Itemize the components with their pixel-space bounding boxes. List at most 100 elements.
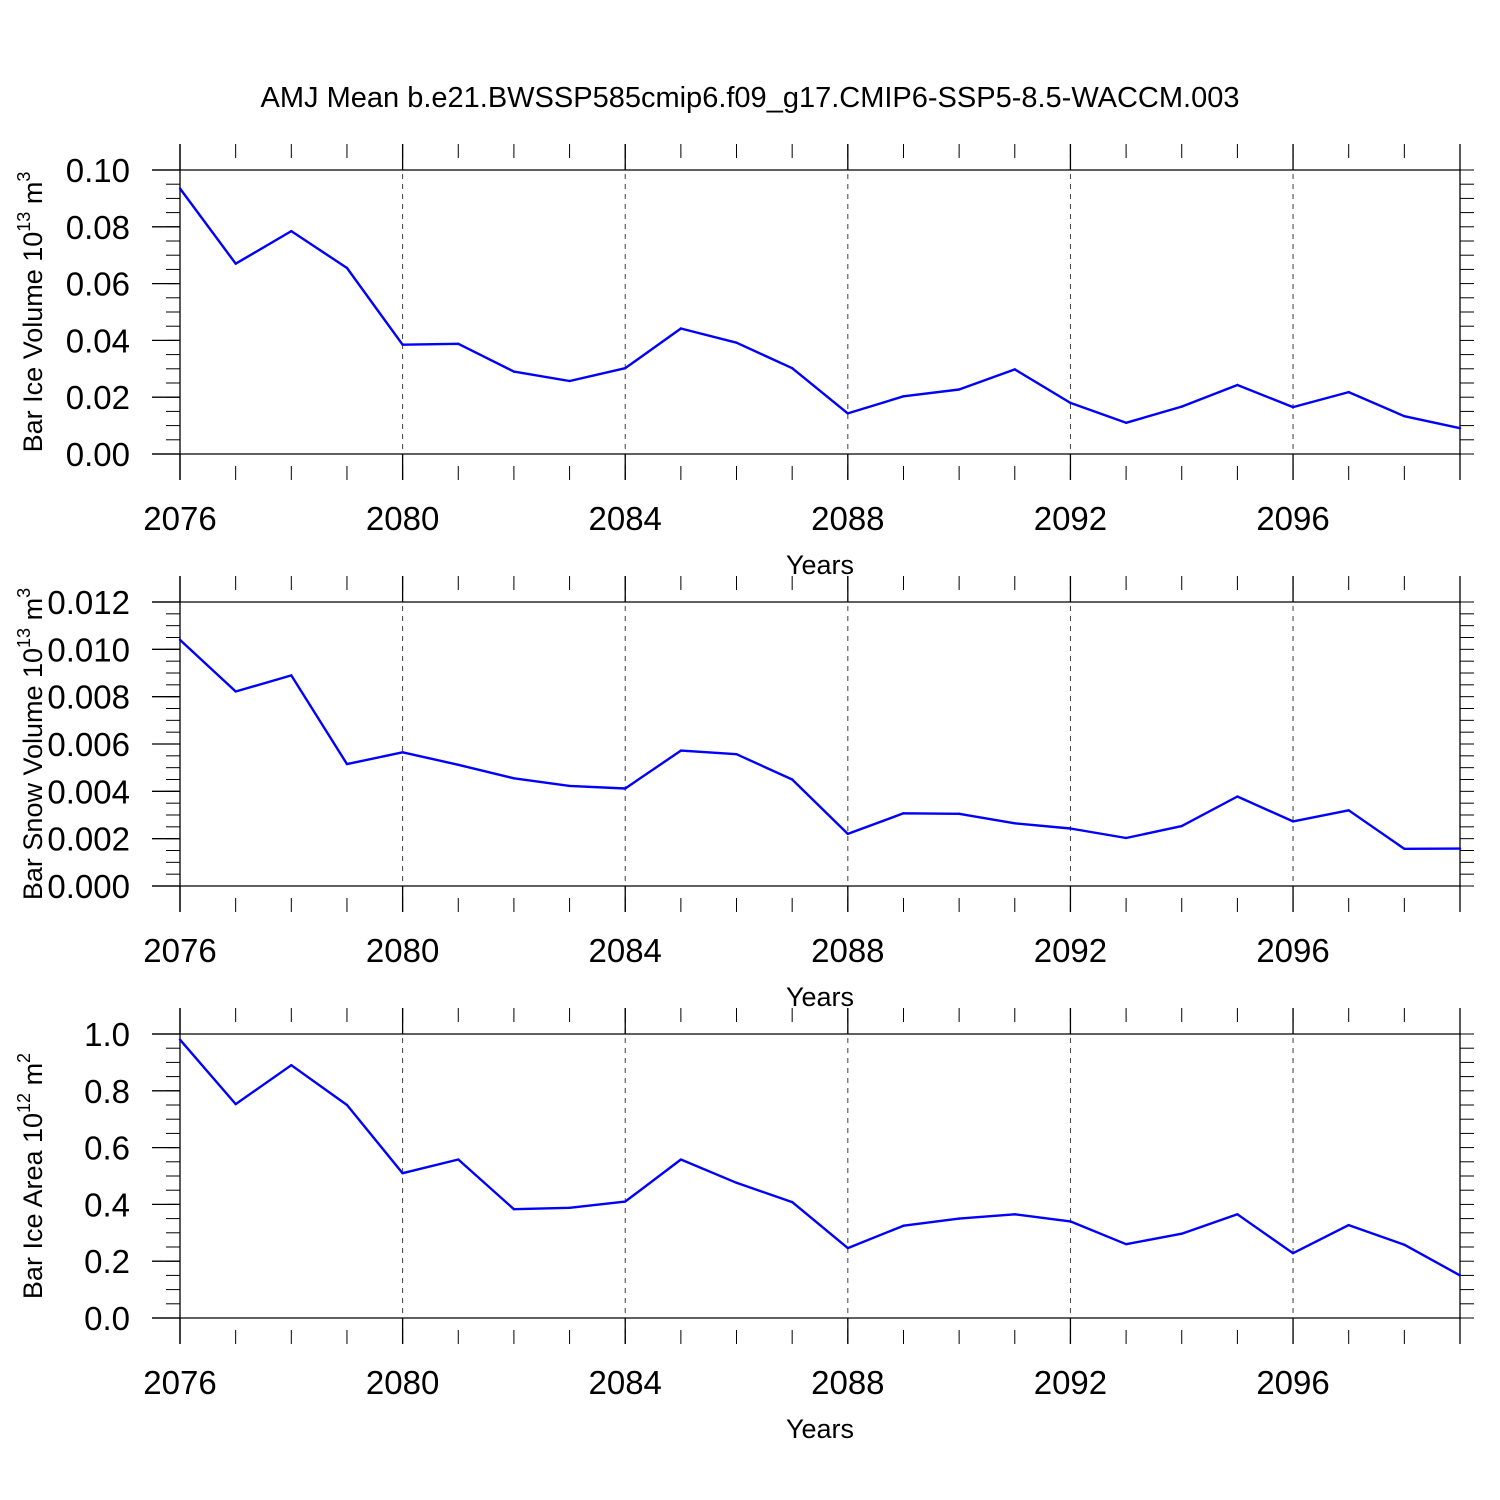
x-tick-label: 2080: [366, 932, 439, 969]
y-axis-title: Bar Snow Volume 1013 m3: [14, 588, 48, 900]
data-point: [345, 762, 349, 766]
data-point: [290, 229, 293, 233]
data-point: [234, 690, 237, 693]
data-point: [1069, 827, 1072, 830]
y-tick-label: 0.8: [84, 1073, 130, 1110]
data-point: [1347, 1223, 1350, 1227]
data-point: [345, 1103, 349, 1107]
x-tick-label: 2084: [589, 1364, 662, 1401]
data-point: [1180, 824, 1183, 828]
y-tick-label: 0.4: [84, 1186, 130, 1223]
data-point: [568, 784, 571, 788]
data-point: [1236, 383, 1239, 387]
x-tick-label: 2092: [1034, 500, 1107, 537]
data-point: [1180, 1232, 1183, 1235]
y-tick-label: 0.08: [66, 209, 130, 246]
y-tick-label: 0.000: [47, 868, 130, 905]
y-axis-title-part: Bar Snow Volume 10: [18, 648, 48, 900]
data-point: [1403, 847, 1406, 851]
x-axis-title: Years: [786, 550, 854, 580]
y-tick-label: 0.10: [66, 152, 130, 189]
data-point: [1458, 847, 1462, 850]
x-tick-label: 2092: [1034, 932, 1107, 969]
data-point: [1124, 421, 1128, 424]
x-tick-label: 2076: [143, 932, 216, 969]
y-axis-title-superscript: 3: [14, 172, 34, 182]
data-point: [512, 370, 516, 373]
chart-panel-1: 0.00 0.02 0.04 0.06 0.08 0.10 2076 2080 2084 2088…: [14, 144, 1474, 580]
data-point: [790, 778, 794, 781]
data-point: [568, 1206, 571, 1210]
data-point: [1291, 820, 1295, 823]
y-axis-title-superscript: 13: [14, 628, 34, 648]
series-line: [179, 639, 1461, 850]
series-line: [179, 1038, 1461, 1277]
data-point: [902, 1224, 905, 1227]
data-point: [457, 763, 460, 767]
data-point: [1403, 1243, 1406, 1246]
data-point: [679, 1158, 683, 1161]
data-point: [1403, 415, 1406, 418]
data-point: [234, 262, 237, 265]
data-point: [1013, 368, 1016, 371]
x-tick-label: 2080: [366, 1364, 439, 1401]
data-point: [735, 752, 738, 756]
data-point: [1458, 426, 1462, 430]
data-point: [679, 749, 683, 752]
data-point: [1291, 1252, 1295, 1255]
data-point: [846, 1246, 850, 1250]
data-point: [290, 674, 293, 677]
y-axis-title-superscript: 13: [14, 212, 34, 232]
data-point: [234, 1102, 237, 1106]
y-axis-title-superscript: 12: [14, 1093, 34, 1113]
data-point: [1069, 1220, 1072, 1223]
x-tick-label: 2088: [811, 932, 884, 969]
chart-panel-3: 0.0 0.2 0.4 0.6 0.8 1.0 2076 2080 2084 2088 2092 20…: [14, 1008, 1474, 1444]
data-point: [735, 341, 738, 344]
data-point: [1013, 1213, 1016, 1216]
data-point: [624, 787, 627, 790]
data-point: [735, 1181, 738, 1185]
data-point: [624, 1200, 627, 1203]
data-point: [401, 751, 404, 754]
y-tick-label: 0.02: [66, 379, 130, 416]
x-tick-label: 2084: [589, 500, 662, 537]
data-point: [1347, 809, 1350, 812]
data-point: [1124, 836, 1128, 840]
y-axis-title: Bar Ice Area 1012 m2: [14, 1053, 48, 1299]
y-tick-label: 0.04: [66, 322, 130, 359]
data-point: [1180, 405, 1183, 408]
y-tick-label: 0.00: [66, 436, 130, 473]
data-point: [178, 187, 182, 190]
data-point: [1236, 1213, 1239, 1216]
data-point: [1124, 1242, 1128, 1246]
data-point: [1013, 822, 1016, 825]
data-point: [957, 388, 961, 391]
x-tick-label: 2096: [1256, 1364, 1329, 1401]
data-point: [790, 367, 794, 370]
series-line: [179, 187, 1461, 430]
data-point: [902, 395, 905, 398]
data-point: [512, 777, 516, 780]
y-tick-label: 0.2: [84, 1243, 130, 1280]
x-axis-title: Years: [786, 982, 854, 1012]
y-tick-label: 0.0: [84, 1300, 130, 1337]
x-tick-label: 2092: [1034, 1364, 1107, 1401]
data-point: [512, 1208, 516, 1211]
data-point: [846, 832, 850, 836]
data-point: [790, 1200, 794, 1204]
data-point: [957, 812, 961, 816]
y-axis-title-superscript: 3: [14, 588, 34, 598]
y-tick-label: 1.0: [84, 1016, 130, 1053]
data-point: [957, 1217, 961, 1220]
y-axis-title-part: Bar Ice Area 10: [18, 1113, 48, 1299]
data-point: [679, 327, 683, 330]
chart-panel-2: 0.000 0.002 0.004 0.006 0.008 0.010 0.012 2076 2…: [14, 576, 1474, 1012]
data-point: [902, 812, 905, 815]
y-axis-title-part: m: [18, 598, 48, 628]
y-tick-label: 0.6: [84, 1130, 130, 1167]
y-axis-title-part: m: [18, 1063, 48, 1093]
y-tick-label: 0.06: [66, 266, 130, 303]
